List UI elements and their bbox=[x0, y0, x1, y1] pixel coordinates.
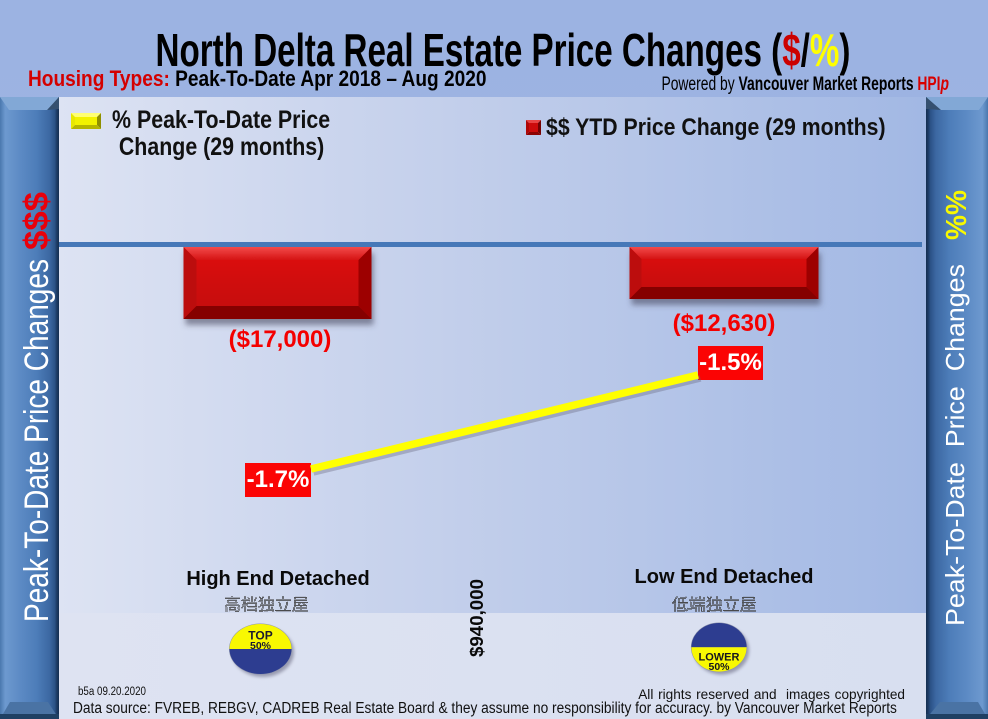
svg-text:$$$: $$$ bbox=[18, 192, 56, 250]
svg-text:Peak-To-Date Price Changes: Peak-To-Date Price Changes bbox=[940, 264, 970, 626]
svg-text:$940,000: $940,000 bbox=[467, 579, 487, 657]
svg-text:50%: 50% bbox=[250, 640, 272, 652]
svg-text:Peak-To-Date Price Changes: Peak-To-Date Price Changes bbox=[18, 259, 56, 622]
svg-text:LOWER: LOWER bbox=[699, 651, 740, 663]
svg-text:%%: %% bbox=[941, 190, 973, 240]
svg-text:50%: 50% bbox=[708, 661, 730, 673]
svg-text:TOP: TOP bbox=[248, 628, 272, 642]
